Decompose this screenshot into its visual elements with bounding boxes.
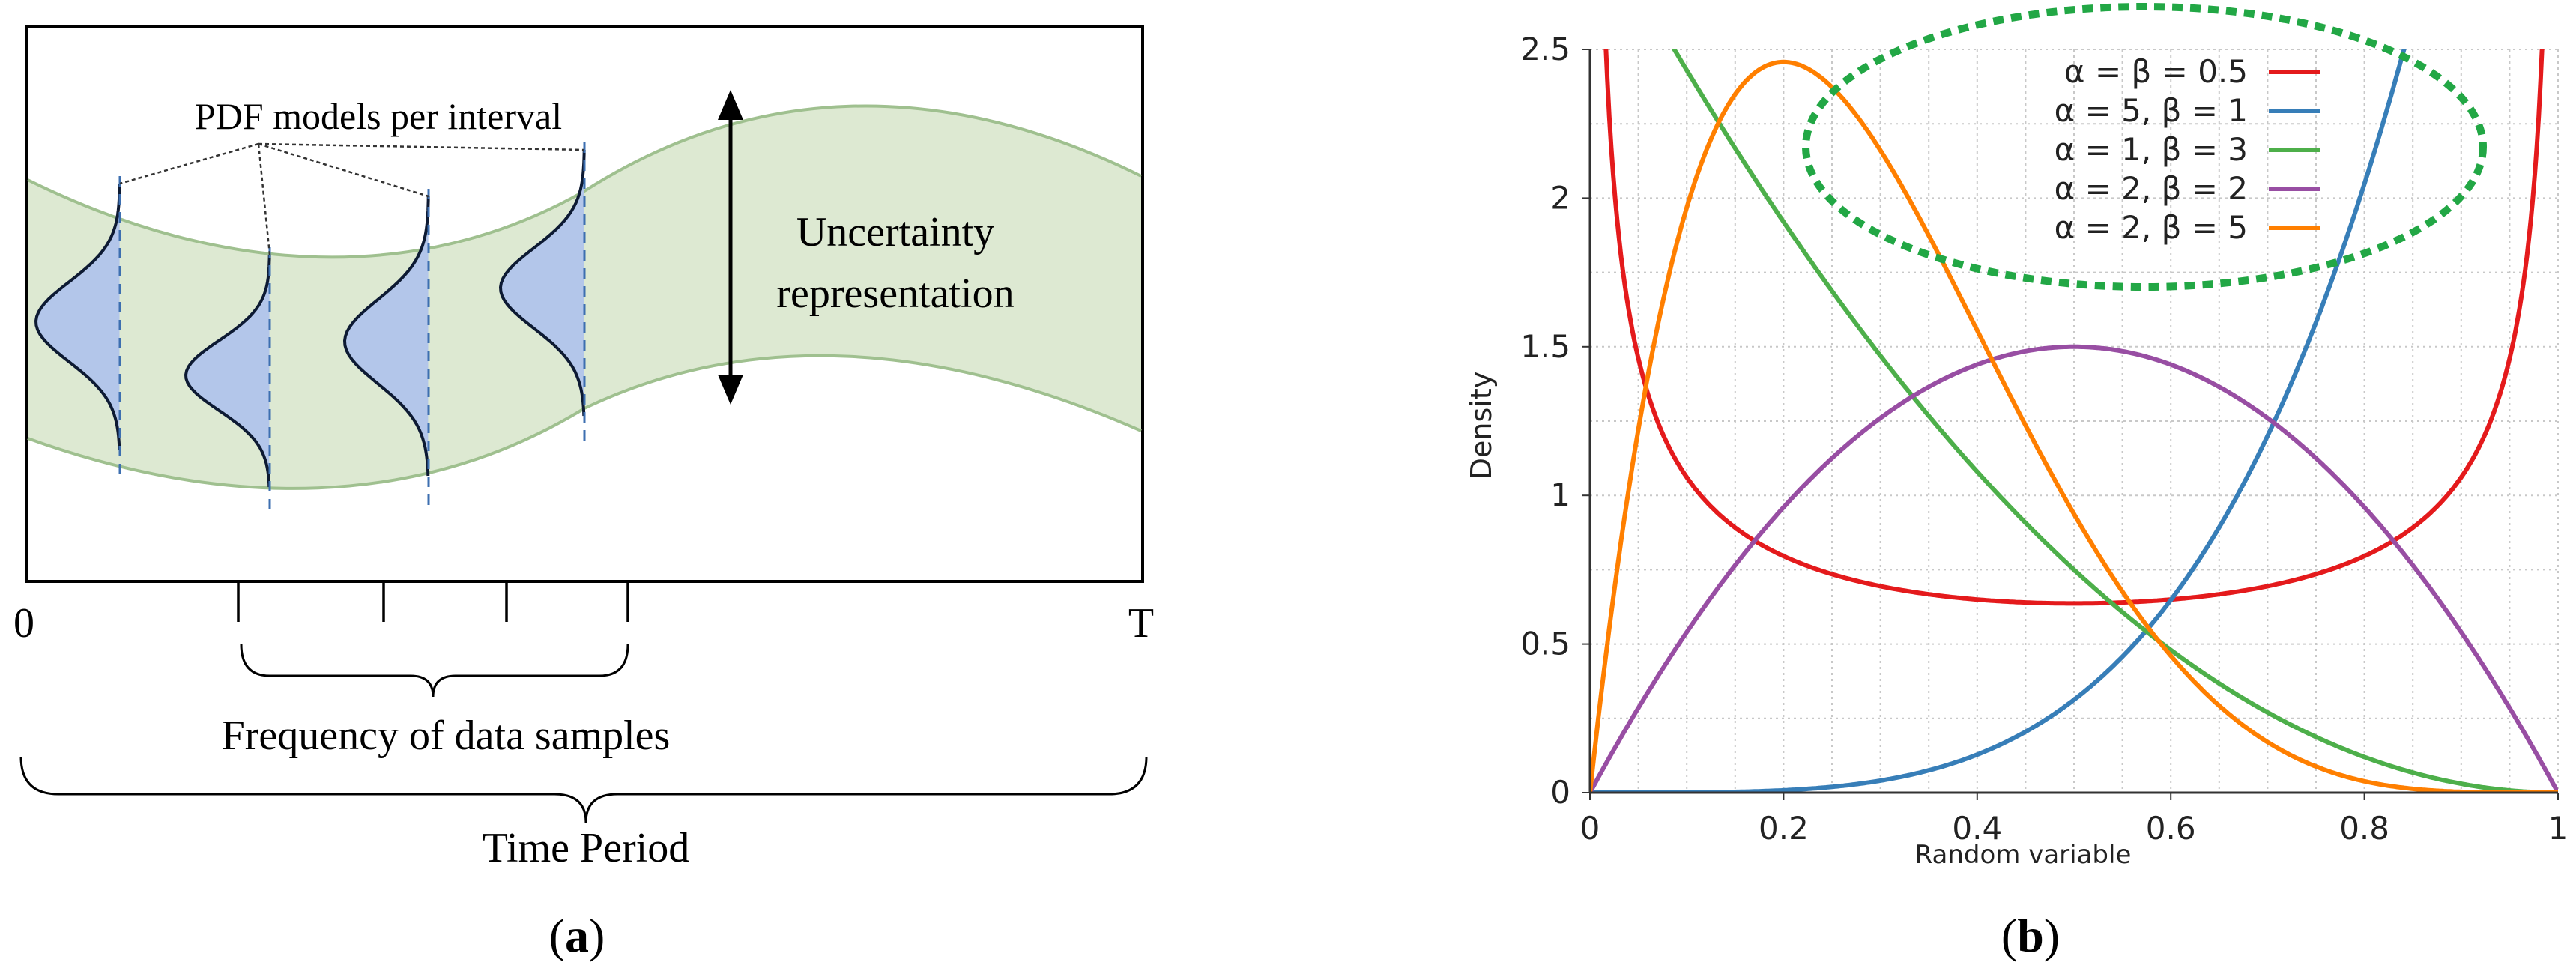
- caption-b: (b): [2001, 909, 2060, 962]
- pdf-curve: [184, 254, 271, 488]
- axis-start-label: 0: [13, 600, 34, 647]
- chart-legend: α = β = 0.5α = 5, β = 1α = 1, β = 3α = 2…: [2055, 53, 2320, 246]
- pdf-fill: [186, 255, 270, 487]
- uncertainty-band: [28, 106, 1141, 488]
- y-tick-label: 0.5: [1520, 626, 1570, 662]
- y-tick-label: 1.5: [1520, 328, 1570, 365]
- time-period-label: Time Period: [483, 825, 689, 871]
- series-line-2: [1672, 49, 2558, 793]
- band-upper-edge: [27, 104, 1142, 259]
- chart-axes: 0 0.2 0.4 0.6 0.8 1 0 0.5 1 1.5 2 2.5: [1520, 31, 2568, 847]
- x-tick-label: 0.2: [1759, 810, 1809, 847]
- sample-ticks: [237, 583, 629, 622]
- panel-a: PDF models per interval Uncertainty repr…: [13, 25, 1154, 962]
- frequency-brace: [240, 644, 629, 698]
- x-tick-label: 0.6: [2146, 810, 2196, 847]
- caption-a: (a): [549, 909, 605, 962]
- series-line-3: [1590, 344, 2558, 793]
- pdf-fill: [345, 196, 429, 476]
- pdf-curve: [498, 149, 586, 417]
- legend-entry-label: α = 5, β = 1: [2055, 92, 2248, 129]
- axis-end-label: T: [1128, 600, 1154, 647]
- uncertainty-arrow: [718, 90, 743, 405]
- pdf-curve: [34, 183, 121, 450]
- legend-highlight-ellipse: [1802, 3, 2487, 291]
- pdf-models: [34, 142, 586, 517]
- frequency-label: Frequency of data samples: [222, 713, 671, 759]
- pdf-fill: [36, 184, 120, 450]
- uncertainty-label-line1: Uncertainty: [796, 209, 994, 255]
- pdf-label-leaders: [119, 142, 585, 255]
- panel-b: 0 0.2 0.4 0.6 0.8 100.511.522.5 α = β = 0.5α …: [1465, 3, 2568, 962]
- x-tick-label: 0.8: [2339, 810, 2389, 847]
- series-line-1: [1590, 49, 2407, 793]
- chart-series: [1590, 49, 2558, 793]
- x-tick-label: 1: [2548, 810, 2569, 847]
- pdf-fill: [501, 150, 584, 416]
- time-period-brace: [19, 756, 1148, 823]
- y-axis-title: Density: [1465, 372, 1498, 480]
- x-tick-label: 0.4: [1952, 810, 2002, 847]
- series-line-0: [1603, 49, 2545, 606]
- legend-entry-label: α = 1, β = 3: [2055, 131, 2248, 168]
- y-tick-label: 2.5: [1520, 31, 1570, 67]
- series-line-4: [1590, 59, 2558, 793]
- x-tick-label: 0: [1580, 810, 1600, 847]
- legend-entry-label: α = β = 0.5: [2064, 53, 2248, 90]
- pdf-models-label: PDF models per interval: [195, 95, 562, 137]
- uncertainty-label-line2: representation: [776, 270, 1014, 317]
- legend-entry-label: α = 2, β = 2: [2055, 170, 2248, 207]
- pdf-curve: [342, 196, 430, 477]
- y-tick-label: 0: [1550, 774, 1570, 811]
- x-axis-title: Random variable: [1915, 840, 2132, 870]
- legend-entry-label: α = 2, β = 5: [2055, 209, 2248, 246]
- y-tick-label: 2: [1550, 179, 1570, 216]
- y-tick-label: 1: [1550, 477, 1570, 513]
